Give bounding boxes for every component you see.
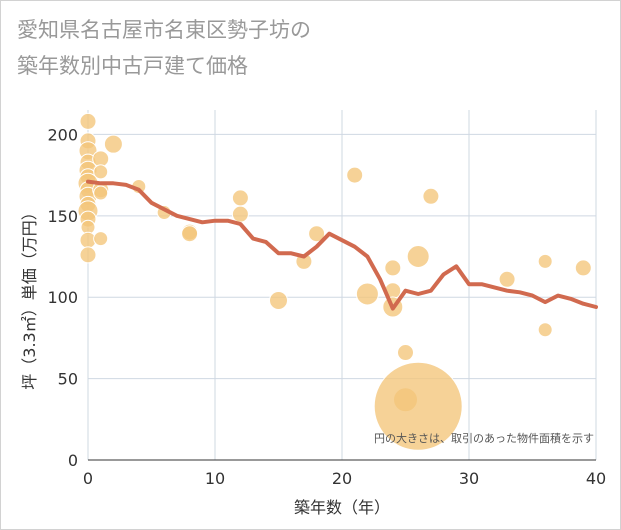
y-tick-label: 100 <box>47 288 78 307</box>
data-point <box>93 185 109 201</box>
data-point <box>181 225 199 243</box>
chart-title: 愛知県名古屋市名東区勢子坊の 築年数別中古戸建て価格 <box>17 18 311 78</box>
y-tick-label: 200 <box>47 125 78 144</box>
data-point <box>384 259 402 277</box>
y-tick-label: 50 <box>58 370 78 389</box>
data-point <box>93 231 109 247</box>
data-point <box>79 246 97 264</box>
y-tick-label: 0 <box>68 451 78 470</box>
data-point <box>79 112 97 130</box>
data-point <box>498 270 516 288</box>
data-point <box>537 253 553 269</box>
data-point <box>231 205 249 223</box>
x-tick-label: 40 <box>586 469 606 488</box>
y-tick-label: 150 <box>47 207 78 226</box>
size-note: 円の大きさは、取引のあった物件面積を示す <box>374 431 594 445</box>
axis-layer: 0 10 20 30 40 0 50 100 150 200 <box>47 125 606 488</box>
line-layer <box>86 179 598 311</box>
data-point <box>422 187 440 205</box>
x-tick-label: 0 <box>83 469 93 488</box>
data-point <box>231 189 249 207</box>
x-tick-label: 10 <box>205 469 225 488</box>
y-axis-label: 坪（3.3㎡）単価（万円） <box>20 204 39 389</box>
x-tick-label: 20 <box>332 469 352 488</box>
data-point <box>574 259 592 277</box>
points-layer <box>77 112 592 451</box>
trend-line <box>86 179 598 311</box>
data-point <box>346 166 364 184</box>
grid-layer <box>87 110 597 461</box>
data-point <box>406 245 430 269</box>
data-point <box>103 134 123 154</box>
data-point <box>308 225 326 243</box>
data-point <box>355 282 379 306</box>
x-axis-label: 築年数（年） <box>294 498 390 517</box>
x-tick-label: 30 <box>459 469 479 488</box>
data-point <box>269 290 288 310</box>
data-point <box>373 361 463 451</box>
data-point <box>93 164 109 180</box>
data-point <box>397 344 414 362</box>
data-point <box>537 322 553 338</box>
